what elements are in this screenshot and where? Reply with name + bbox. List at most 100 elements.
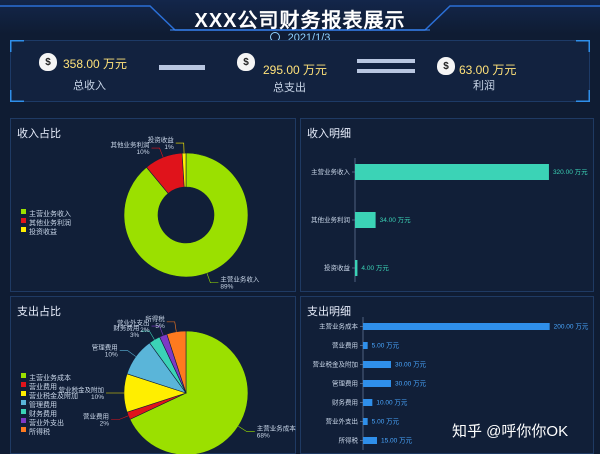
slice-percent-label: 2% (140, 327, 150, 334)
legend-label: 投资收益 (29, 229, 57, 236)
bar-value-label: 200.00 万元 (554, 323, 589, 331)
legend-swatch (21, 209, 26, 215)
money-bag-icon: $ (39, 53, 57, 71)
money-bag-icon: $ (237, 53, 255, 71)
pie-slice[interactable] (166, 330, 187, 394)
slice-percent-label: 3% (130, 332, 140, 339)
legend-label: 主营业务成本 (29, 375, 71, 382)
slice-name-label: 财务费用 (113, 323, 139, 332)
expense-share-chart: 主营业务成本68%营业费用2%营业税金及附加10%管理费用10%财务费用3%营业… (59, 314, 297, 454)
bar[interactable] (363, 380, 391, 387)
category-tick-label: 营业外支出 (326, 417, 359, 426)
legend-swatch (21, 418, 26, 424)
panel-title: 收入明细 (307, 128, 351, 140)
legend-item[interactable]: 主营业务收入 (21, 207, 71, 218)
slice-percent-label: 10% (91, 394, 104, 401)
bar-value-label: 5.00 万元 (372, 342, 400, 350)
legend-item[interactable]: 财务费用 (21, 407, 78, 418)
panel-title: 支出明细 (307, 306, 351, 318)
bar-value-label: 34.00 万元 (380, 216, 412, 224)
legend-item[interactable]: 营业税金及附加 (21, 389, 78, 400)
bar[interactable] (363, 361, 391, 368)
legend-swatch (21, 400, 26, 406)
page-title: XXX公司财务报表展示 (194, 10, 406, 32)
legend-label: 营业税金及附加 (29, 393, 78, 400)
slice-name-label: 所得税 (145, 314, 165, 323)
slice-leader-line (141, 330, 155, 340)
bar-value-label: 30.00 万元 (395, 361, 427, 369)
legend-swatch (21, 427, 26, 433)
bar[interactable] (363, 323, 550, 330)
divider-bar (357, 59, 415, 63)
bar-value-label: 5.00 万元 (372, 418, 400, 426)
kpi-profit-label: 利润 (473, 80, 495, 92)
legend-swatch (21, 218, 26, 224)
pie-slice[interactable] (181, 152, 187, 188)
income-share-panel: 收入占比 主营业务收入 其他业务利润 投资收益 主营业务收入 89% 其他业务利润 1… (10, 118, 296, 292)
bar[interactable] (363, 399, 373, 406)
category-tick-label: 管理费用 (332, 379, 358, 388)
slice-leader-line (238, 425, 255, 432)
expense-detail-panel: 支出明细 主营业务成本 200.00 万元 营业费用 5.00 万元 营业税金及附加 30… (300, 296, 594, 454)
slice-leader-line (151, 147, 164, 158)
slice-name-label: 营业费用 (83, 412, 109, 421)
legend-label: 主营业务收入 (29, 211, 71, 218)
kpi-strip: $ 358.00 万元 总收入 $ 295.00 万元 总支出 $ 63.00 … (10, 40, 590, 102)
kpi-profit-value: 63.00 万元 (459, 63, 517, 77)
pie-slice[interactable] (129, 330, 249, 454)
title-bar (0, 0, 600, 34)
bar-value-label: 4.00 万元 (361, 264, 389, 272)
category-tick-label: 营业费用 (332, 341, 358, 350)
slice-percent-label: 1% (164, 144, 174, 151)
kpi-income-label: 总收入 (73, 80, 106, 92)
legend-label: 营业费用 (29, 384, 57, 391)
bar[interactable] (355, 212, 376, 228)
legend-item[interactable]: 投资收益 (21, 225, 71, 236)
slice-name-label: 投资收益 (148, 135, 175, 144)
bar-value-label: 15.00 万元 (381, 437, 413, 445)
slice-percent-label: 5% (155, 323, 165, 330)
bar[interactable] (363, 437, 377, 444)
slice-leader-line (166, 321, 177, 332)
category-tick-label: 所得税 (339, 436, 359, 445)
slice-leader-line (206, 273, 219, 284)
slice-leader-line (119, 350, 137, 357)
kpi-expense-label: 总支出 (273, 82, 306, 94)
slice-leader-line (175, 142, 185, 154)
kpi-expense-value: 295.00 万元 (263, 63, 328, 77)
category-tick-label: 营业税金及附加 (313, 360, 359, 369)
slice-percent-label: 2% (100, 421, 110, 428)
divider-bar (357, 69, 415, 73)
category-tick-label: 财务费用 (332, 398, 358, 407)
legend-item[interactable]: 营业外支出 (21, 416, 78, 427)
legend-item[interactable]: 营业费用 (21, 380, 78, 391)
category-tick-label: 其他业务利润 (311, 215, 350, 224)
slice-name-label: 营业税金及附加 (59, 385, 105, 394)
expense-share-panel: 支出占比 主营业务成本 营业费用 营业税金及附加 管理费用 财务费用 营业外支出… (10, 296, 296, 454)
panel-title: 收入占比 (17, 128, 61, 140)
bar[interactable] (363, 342, 368, 349)
legend-item[interactable]: 主营业务成本 (21, 371, 78, 382)
legend-item[interactable]: 所得税 (21, 425, 78, 436)
money-bag-icon: $ (437, 57, 455, 75)
bar-value-label: 320.00 万元 (553, 168, 588, 176)
slice-leader-line (111, 415, 129, 420)
slice-leader-line (151, 325, 164, 336)
watermark: 知乎 @呼你你OK (452, 423, 569, 440)
bar[interactable] (355, 164, 549, 180)
legend-item[interactable]: 管理费用 (21, 398, 78, 409)
pie-slice[interactable] (123, 152, 249, 278)
slice-name-label: 主营业务成本 (257, 424, 297, 433)
bar-value-label: 30.00 万元 (395, 380, 427, 388)
bar[interactable] (363, 418, 368, 425)
category-tick-label: 主营业务成本 (319, 322, 359, 331)
panel-title: 支出占比 (17, 306, 61, 318)
income-legend: 主营业务收入 其他业务利润 投资收益 (21, 207, 71, 236)
legend-swatch (21, 373, 26, 379)
bar[interactable] (355, 260, 358, 276)
divider-bar (159, 65, 205, 70)
legend-item[interactable]: 其他业务利润 (21, 216, 71, 227)
